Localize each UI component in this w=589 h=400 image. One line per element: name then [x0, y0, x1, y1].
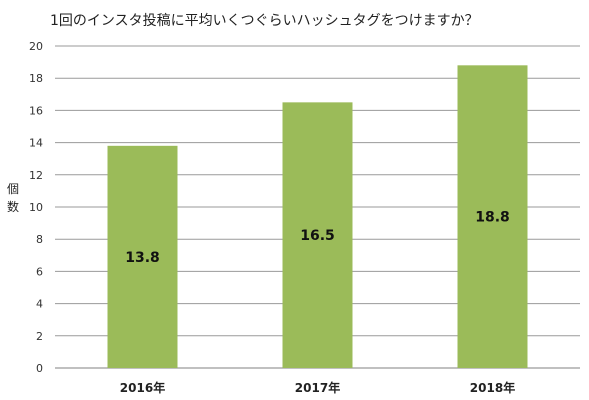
y-tick-label: 14 [29, 137, 43, 150]
y-tick-label: 2 [36, 330, 43, 343]
data-label: 18.8 [475, 210, 510, 226]
y-tick-label: 20 [29, 40, 43, 53]
data-labels: 13.8 16.5 18.8 [125, 210, 510, 266]
data-label: 16.5 [300, 228, 335, 244]
y-tick-label: 8 [36, 233, 43, 246]
chart-title: 1回のインスタ投稿に平均いくつぐらいハッシュタグをつけますか？ [50, 13, 479, 29]
x-tick-label: 2016年 [120, 380, 165, 395]
y-tick-label: 10 [29, 201, 43, 214]
data-label: 13.8 [125, 250, 160, 266]
y-axis-label-char: 数 [7, 199, 19, 214]
y-tick-label: 4 [36, 298, 43, 311]
bar [107, 145, 178, 368]
x-axis-ticks: 2016年 2017年 2018年 [120, 380, 515, 395]
bar [457, 65, 528, 368]
bars [107, 65, 528, 368]
y-axis-ticks: 0 2 4 6 8 10 12 14 16 18 20 [29, 40, 43, 375]
y-tick-label: 18 [29, 72, 43, 85]
y-axis-label: 個数 [7, 182, 19, 214]
y-tick-label: 16 [29, 104, 43, 117]
y-tick-label: 12 [29, 169, 43, 182]
y-axis-label-char: 個 [7, 182, 19, 196]
y-tick-label: 0 [36, 362, 43, 375]
x-tick-label: 2018年 [470, 380, 515, 395]
x-tick-label: 2017年 [295, 380, 340, 395]
bar [282, 102, 353, 368]
y-tick-label: 6 [36, 265, 43, 278]
